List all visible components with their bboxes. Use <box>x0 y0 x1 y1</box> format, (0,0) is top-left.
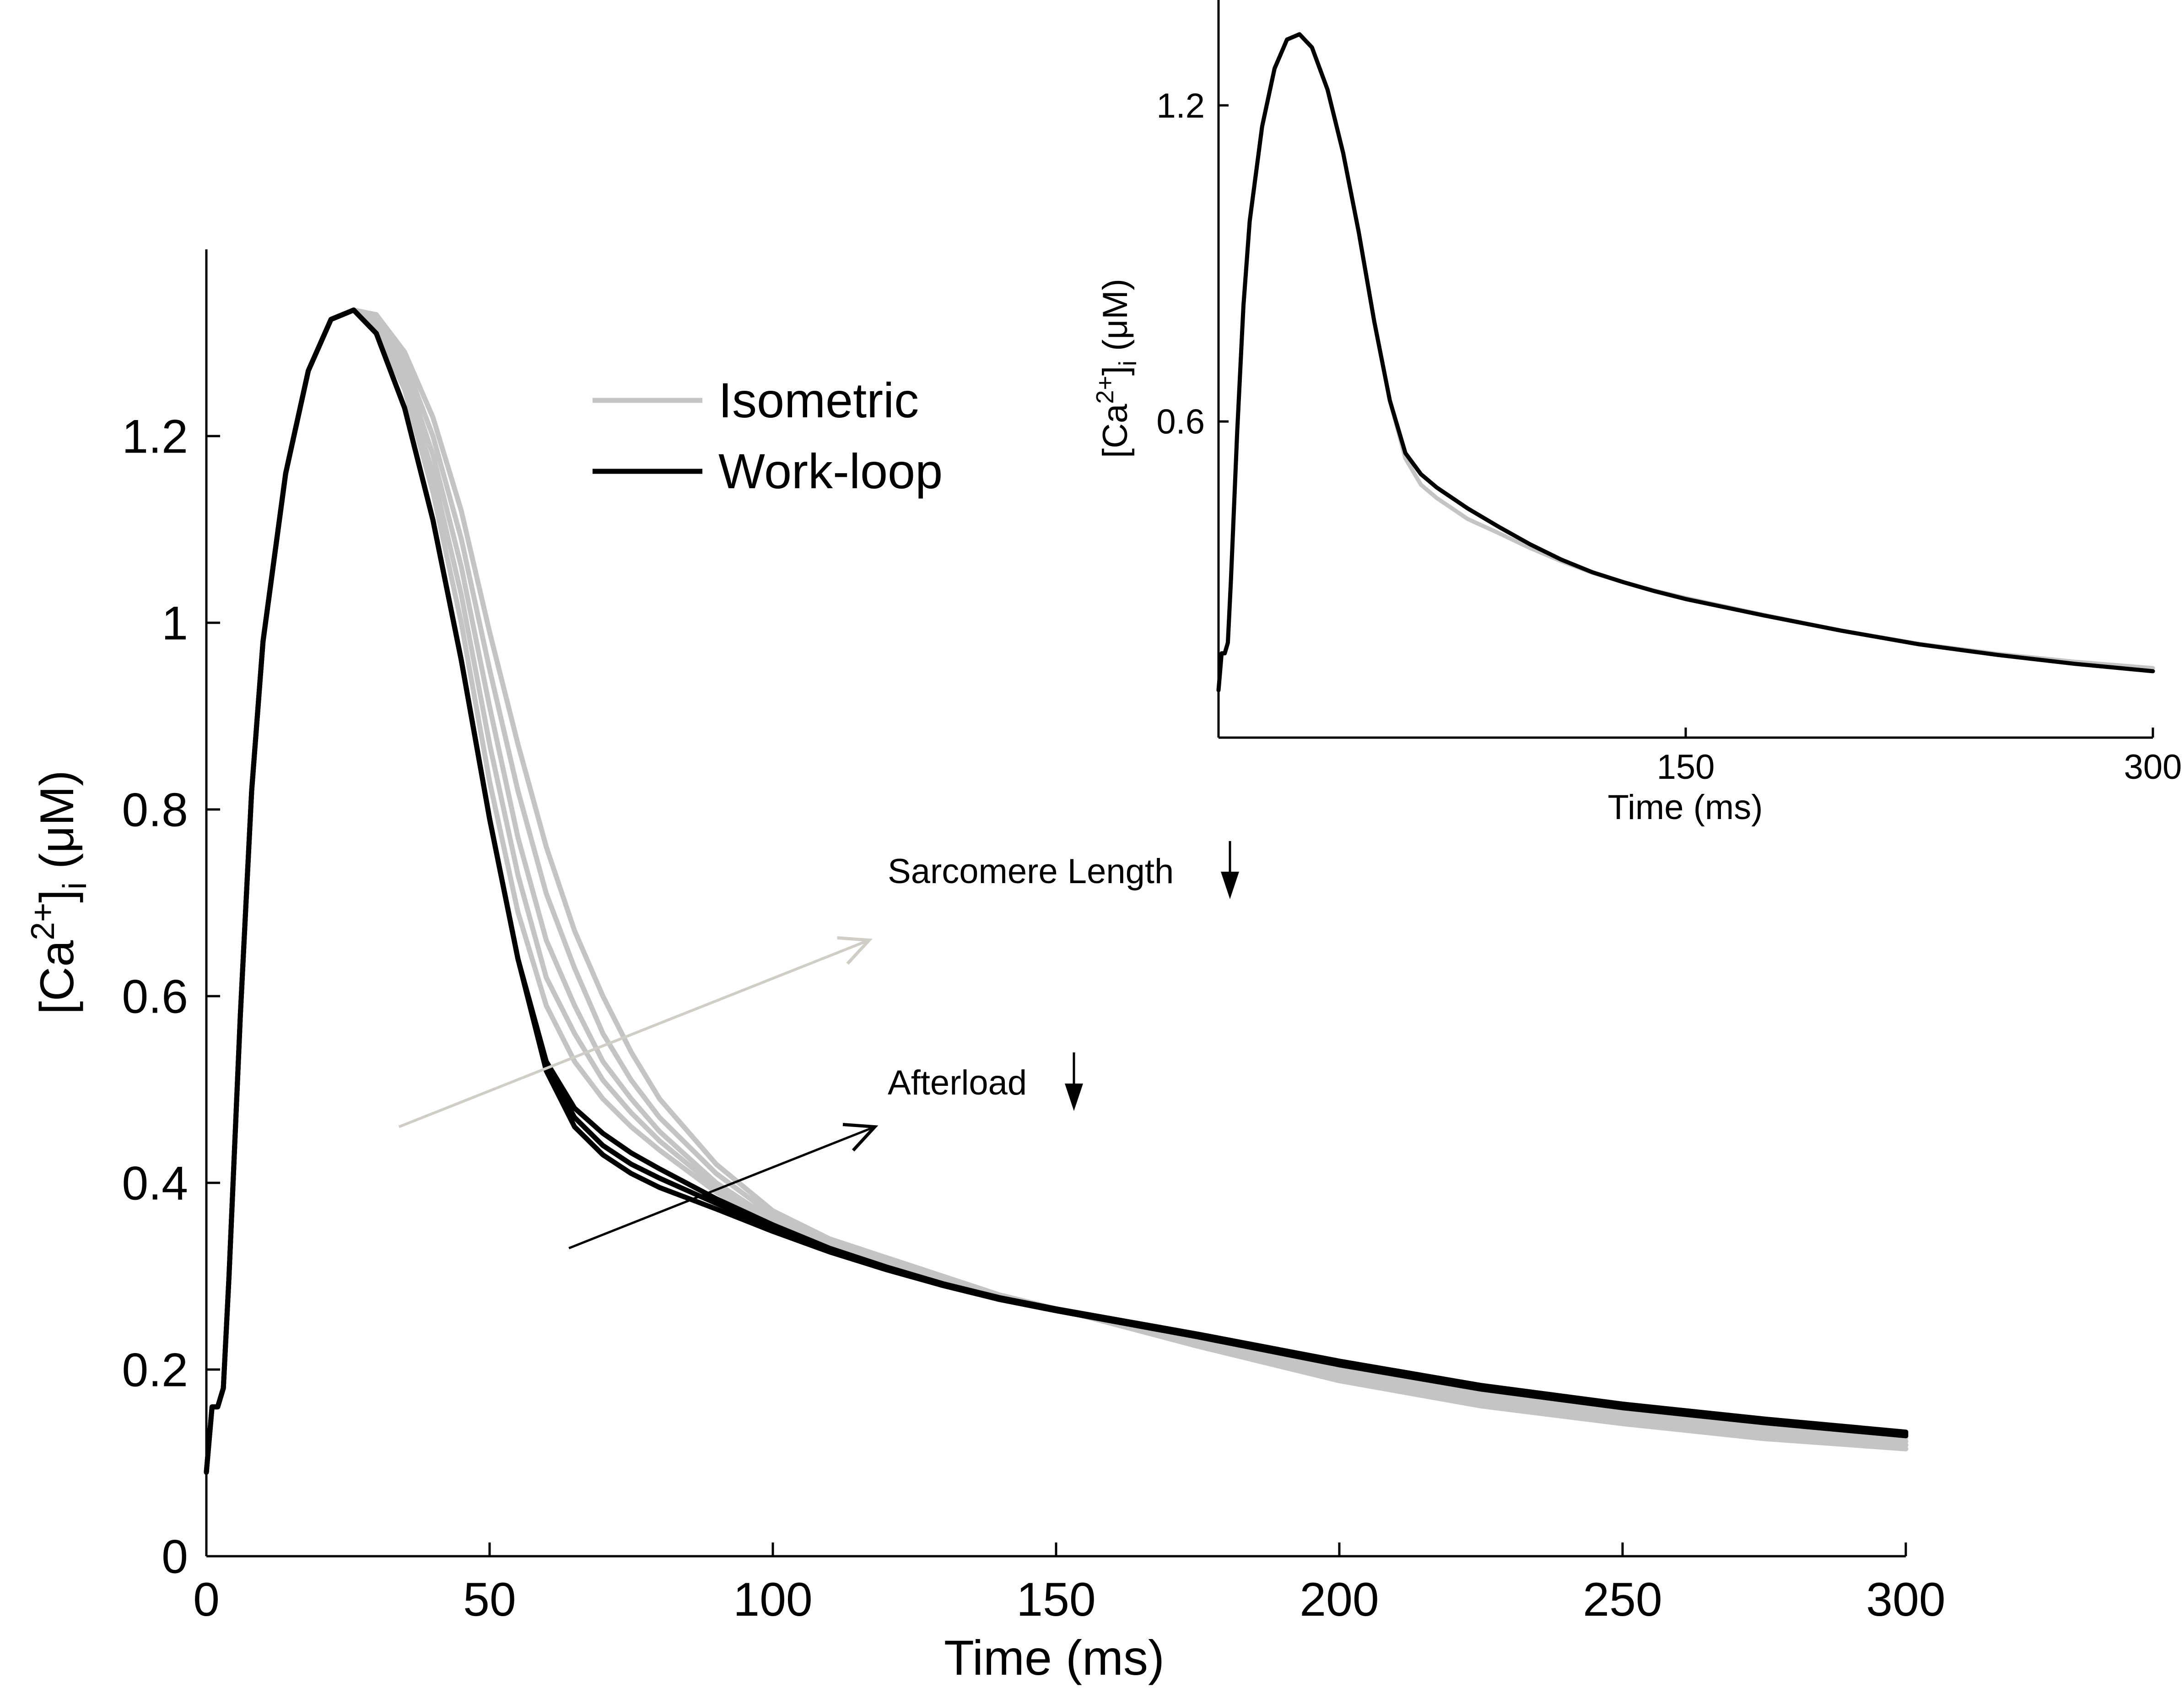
inset-x-ticks: 150 300 <box>1657 728 2182 787</box>
y-tick-label: 1.2 <box>122 410 188 463</box>
inset-curves <box>1216 32 2155 692</box>
main-y-label-sup: 2+ <box>25 903 61 940</box>
series-isometric-4 <box>204 307 1909 1475</box>
series-isometric-0 <box>204 307 1909 1475</box>
inset-chart: 150 300 0.6 1.2 Time (ms) [Ca2+]i (μM) <box>1091 0 2182 827</box>
sarcomere-length-label: Sarcomere Length <box>888 852 1174 891</box>
legend-label-isometric: Isometric <box>718 372 919 428</box>
sarcomere-length-arrow-head <box>837 936 873 965</box>
x-tick-label: 100 <box>733 1573 813 1626</box>
x-tick-label: 300 <box>2124 748 2182 787</box>
series-work-loop-5 <box>204 307 1909 1475</box>
afterload-arrow-head <box>842 1123 879 1152</box>
y-tick-label: 0.4 <box>122 1157 188 1210</box>
x-tick-label: 250 <box>1583 1573 1662 1626</box>
legend-label-work-loop: Work-loop <box>718 443 943 499</box>
sarcomere-down-arrow-icon <box>1221 841 1239 899</box>
inset-y-ticks: 0.6 1.2 <box>1156 86 1229 442</box>
afterload-arrow <box>568 1126 875 1250</box>
inset-y-label-unit: (μM) <box>1096 279 1135 361</box>
annotations: Sarcomere Length Afterload <box>398 841 1239 1250</box>
x-tick-label: 200 <box>1300 1573 1379 1626</box>
inset-x-axis-label: Time (ms) <box>1607 788 1763 827</box>
main-chart: 0 50 100 150 200 250 300 0 0.2 0.4 0.6 0.8 1 1.2 Tim… <box>25 249 1946 1685</box>
x-tick-label: 300 <box>1866 1573 1946 1626</box>
series-isometric-3 <box>204 307 1909 1475</box>
sarcomere-length-arrow <box>398 938 870 1128</box>
main-x-axis-label: Time (ms) <box>944 1630 1165 1685</box>
inset-y-label-sub: i <box>1114 361 1142 366</box>
inset-y-axis-label: [Ca2+]i (μM) <box>1091 279 1142 458</box>
afterload-down-arrow-icon <box>1065 1052 1083 1111</box>
x-tick-label: 0 <box>193 1573 220 1626</box>
main-x-ticks: 0 50 100 150 200 250 300 <box>193 1542 1946 1626</box>
y-tick-label: 1.2 <box>1156 86 1205 125</box>
y-tick-label: 1 <box>162 597 188 650</box>
x-tick-label: 150 <box>1016 1573 1096 1626</box>
legend: Isometric Work-loop <box>593 372 943 499</box>
series-isometric-2 <box>204 307 1909 1475</box>
series-isometric-0 <box>1216 32 2155 692</box>
y-tick-label: 0.6 <box>122 970 188 1023</box>
inset-y-label-bracket: ] <box>1096 366 1135 376</box>
y-tick-label: 0.6 <box>1156 403 1205 442</box>
y-tick-label: 0.2 <box>122 1343 188 1397</box>
main-y-label-sub: i <box>57 882 93 890</box>
x-tick-label: 150 <box>1657 748 1715 787</box>
main-y-label-unit: (μM) <box>31 770 84 882</box>
y-tick-label: 0.8 <box>122 783 188 836</box>
afterload-label: Afterload <box>888 1063 1027 1102</box>
main-y-label-bracket: ] <box>31 890 84 903</box>
main-y-axis-label: [Ca2+]i (μM) <box>25 770 93 1014</box>
series-isometric-1 <box>204 307 1909 1475</box>
inset-y-label-main: [Ca <box>1096 404 1135 458</box>
main-curves <box>204 307 1909 1475</box>
main-y-label-main: [Ca <box>31 940 84 1014</box>
series-work-loop-7 <box>204 307 1909 1475</box>
y-tick-label: 0 <box>162 1530 188 1583</box>
main-y-ticks: 0 0.2 0.4 0.6 0.8 1 1.2 <box>122 410 220 1583</box>
series-work-loop-6 <box>204 307 1909 1475</box>
x-tick-label: 50 <box>463 1573 516 1626</box>
inset-y-label-sup: 2+ <box>1091 376 1119 404</box>
series-work-loop-1 <box>1216 32 2155 692</box>
